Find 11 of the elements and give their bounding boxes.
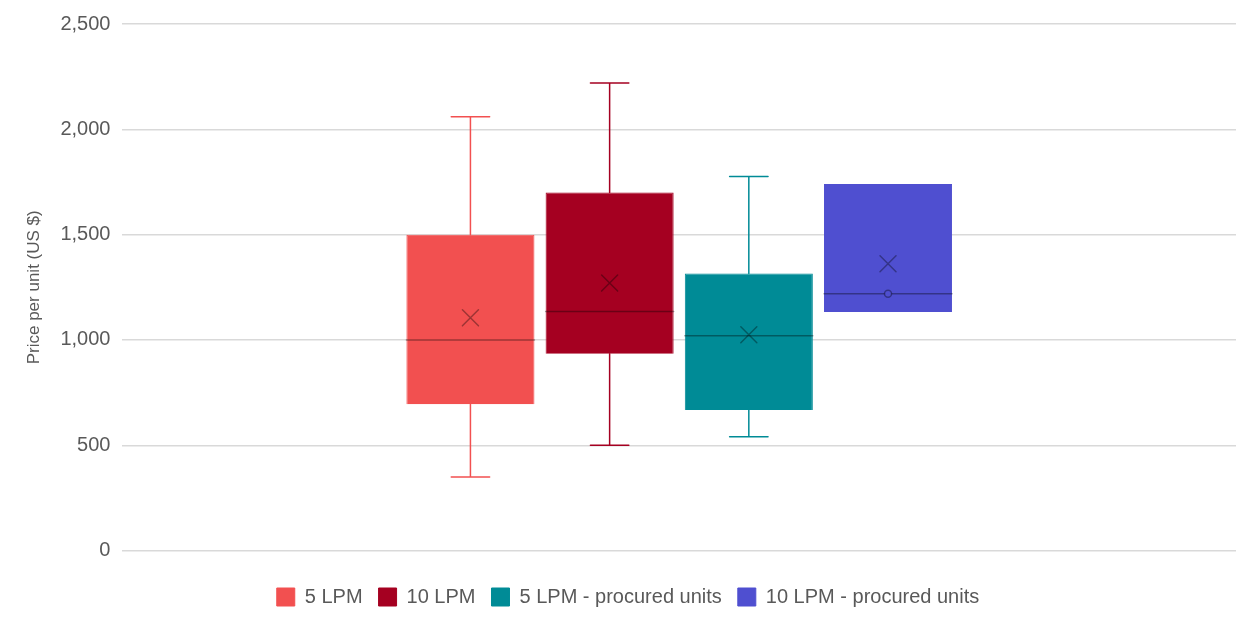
legend-label: 10 LPM [406, 584, 476, 607]
y-tick-label: 2,000 [60, 116, 111, 139]
y-tick-label: 2,500 [60, 11, 111, 34]
y-tick-label: 0 [99, 538, 111, 561]
legend-label: 10 LPM - procured units [765, 584, 980, 607]
legend-label: 5 LPM - procured units [519, 584, 722, 607]
y-tick-label: 1,000 [60, 327, 111, 350]
y-tick-label: 500 [77, 432, 111, 455]
y-axis-title: Price per unit (US $) [23, 210, 43, 365]
legend-label: 5 LPM [304, 584, 363, 607]
y-tick-label: 1,500 [60, 222, 111, 245]
